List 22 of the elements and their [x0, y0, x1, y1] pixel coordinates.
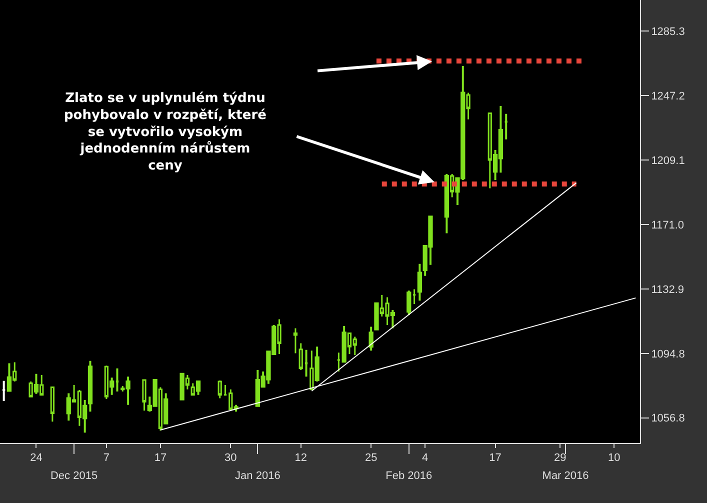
y-tick-label: 1094.8 — [651, 348, 685, 360]
x-tick-label: 17 — [154, 452, 167, 464]
y-tick-label: 1209.1 — [651, 154, 685, 167]
x-tick-label: 30 — [224, 452, 237, 464]
x-tick-label: 24 — [30, 452, 42, 464]
x-tick-label: 10 — [608, 452, 620, 464]
y-tick-label: 1285.3 — [651, 26, 685, 38]
x-tick-label: 29 — [554, 452, 566, 464]
annotation: Zlato se v uplynulém týdnu pohybovalo v rozpětí, které se vytvořilo vysokým jednodenním nárůstem ceny — [64, 91, 267, 174]
x2-tick-label: Jan 2016 — [235, 470, 280, 482]
x2-tick-label: Mar 2016 — [542, 470, 589, 482]
y-tick-label: 1247.2 — [651, 90, 685, 102]
x2-tick-label: Dec 2015 — [50, 470, 98, 482]
y-tick-label: 1056.8 — [651, 412, 685, 425]
y-tick-label: 1132.9 — [651, 284, 684, 296]
x-tick-label: 12 — [294, 452, 307, 464]
x-tick-label: 25 — [364, 452, 378, 464]
x-tick-label: 7 — [103, 452, 110, 464]
x2-tick-label: Feb 2016 — [386, 470, 432, 482]
y-tick-label: 1171.0 — [651, 219, 684, 232]
x-tick-label: 17 — [489, 452, 502, 464]
x-tick-label: 4 — [422, 452, 428, 464]
